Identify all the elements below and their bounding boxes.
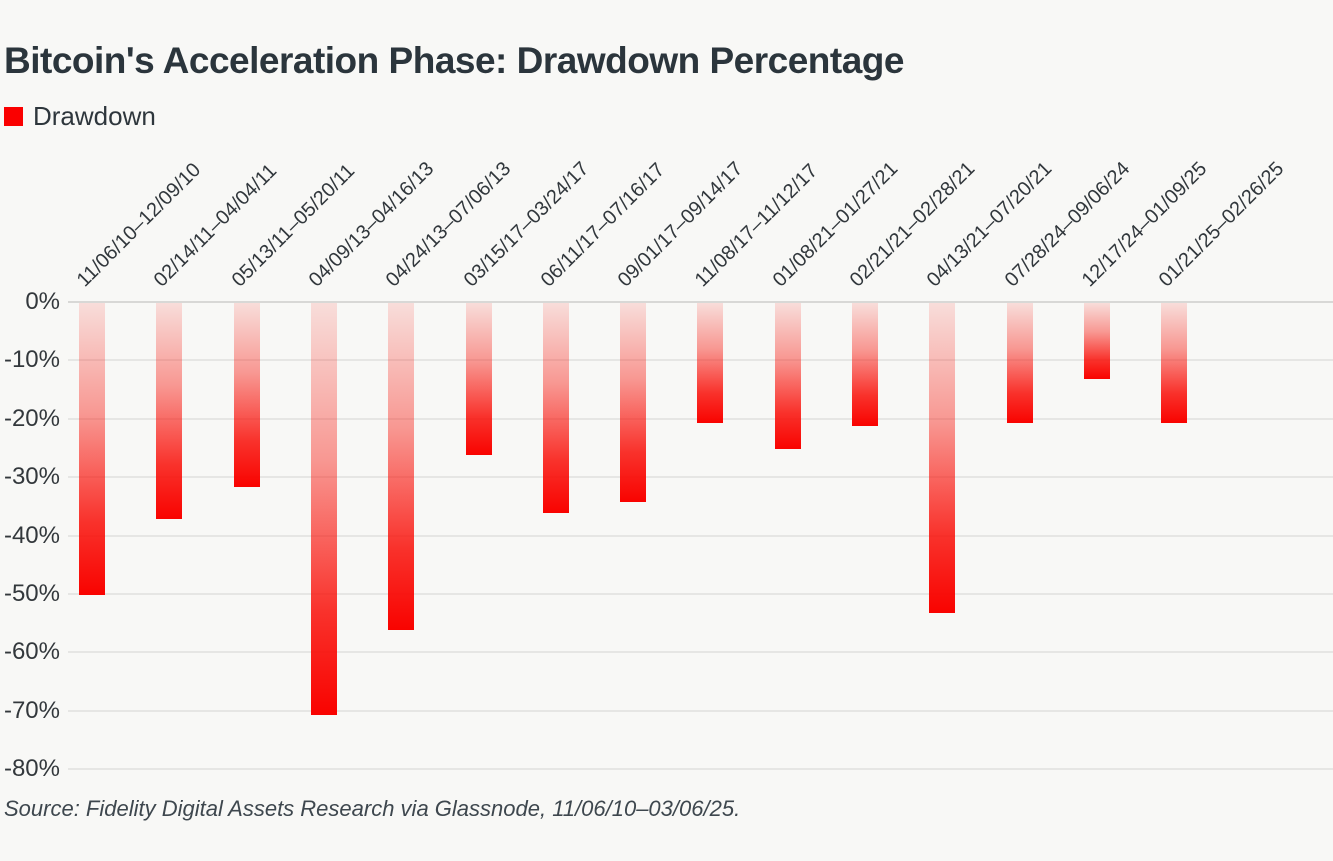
drawdown-bar <box>1006 303 1033 423</box>
gridline-0% <box>68 301 1333 303</box>
drawdown-bar <box>929 303 956 613</box>
drawdown-bar <box>233 303 260 487</box>
gridline--40% <box>68 534 1333 537</box>
drawdown-bar <box>79 303 105 595</box>
drawdown-bar <box>852 303 878 426</box>
drawdown-bar <box>465 303 492 455</box>
gridline--50% <box>68 593 1333 595</box>
gridline--70% <box>68 709 1333 712</box>
gridline--60% <box>68 651 1333 654</box>
gridline--30% <box>68 476 1333 479</box>
gridline--80% <box>68 768 1333 771</box>
chart-title: Bitcoin's Acceleration Phase: Drawdown P… <box>4 40 904 81</box>
legend: Drawdown <box>4 101 156 132</box>
drawdown-bar <box>697 303 724 423</box>
y-axis-tick-label: -60% <box>3 638 60 666</box>
drawdown-bar <box>542 303 569 514</box>
drawdown-bar <box>774 303 801 449</box>
drawdown-bar <box>156 303 183 520</box>
drawdown-bar <box>1161 303 1188 423</box>
drawdown-bar <box>310 303 337 715</box>
y-axis-tick-label: -80% <box>3 755 60 783</box>
y-axis-tick-label: -40% <box>3 521 60 549</box>
y-axis-tick-label: 0% <box>25 288 60 315</box>
y-axis-tick-label: -30% <box>3 463 60 491</box>
source-caption: Source: Fidelity Digital Assets Research… <box>4 796 741 821</box>
drawdown-bar <box>388 303 415 631</box>
legend-swatch-drawdown <box>4 107 23 126</box>
y-axis-tick-label: -20% <box>3 404 60 432</box>
y-axis-tick-label: -70% <box>3 696 60 724</box>
y-axis-tick-label: -10% <box>3 346 60 374</box>
drawdown-bar <box>620 303 647 502</box>
drawdown-bar <box>1083 303 1110 379</box>
y-axis-tick-label: -50% <box>3 580 60 607</box>
legend-label-drawdown: Drawdown <box>33 101 156 131</box>
